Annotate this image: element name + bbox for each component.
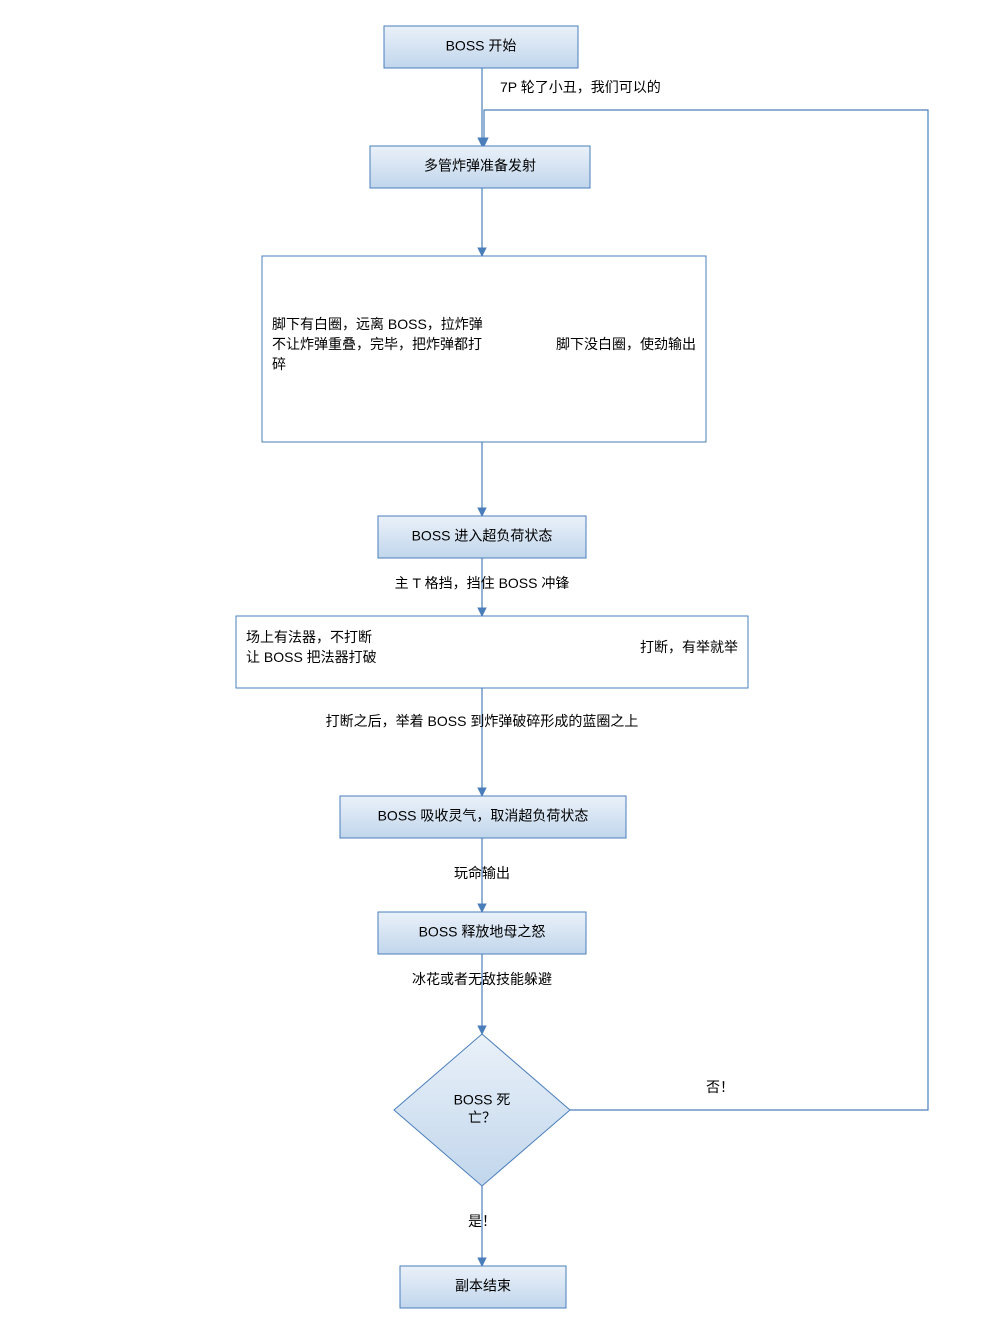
edge-label-l_no: 否！ (706, 1079, 734, 1095)
node-label-n_earth-0: BOSS 释放地母之怒 (419, 924, 546, 940)
node-label-n_dead-1: 亡？ (468, 1110, 496, 1126)
node-label-n_multi-0: 多管炸弹准备发射 (424, 158, 536, 174)
node-right-n_split2-0: 打断，有举就举 (640, 639, 738, 655)
edge-label-l_ice: 冰花或者无敌技能躲避 (412, 971, 552, 987)
node-left-n_split2-1: 让 BOSS 把法器打破 (246, 649, 377, 665)
node-right-n_split1-0: 脚下没白圈，使劲输出 (556, 336, 696, 352)
node-left-n_split1-2: 碎 (272, 356, 286, 372)
node-label-n_end-0: 副本结束 (455, 1278, 511, 1294)
node-label-n_absorb-0: BOSS 吸收灵气，取消超负荷状态 (378, 808, 589, 824)
node-label-n_over-0: BOSS 进入超负荷状态 (412, 528, 553, 544)
node-left-n_split1-1: 不让炸弹重叠，完毕，把炸弹都打 (272, 336, 482, 352)
node-left-n_split1-0: 脚下有白圈，远离 BOSS，拉炸弹 (272, 316, 483, 332)
node-label-n_start-0: BOSS 开始 (446, 38, 517, 54)
edge-label-l_yes: 是！ (468, 1213, 496, 1229)
edge-label-l_7p: 7P 轮了小丑，我们可以的 (500, 79, 661, 95)
edge-label-l_dps: 玩命输出 (454, 865, 510, 881)
node-left-n_split2-0: 场上有法器，不打断 (246, 629, 372, 645)
edge-label-l_after: 打断之后，举着 BOSS 到炸弹破碎形成的蓝圈之上 (326, 713, 639, 729)
node-label-n_dead-0: BOSS 死 (454, 1092, 511, 1108)
edge-label-l_tblock: 主 T 格挡，挡住 BOSS 冲锋 (395, 575, 570, 591)
